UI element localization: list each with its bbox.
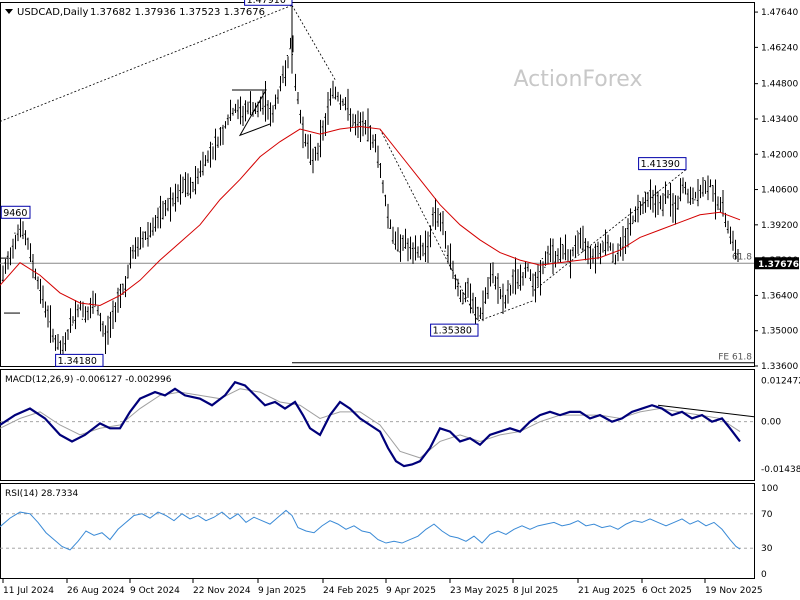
time-tick-label: 22 Nov 2024: [193, 586, 251, 596]
rsi-title: RSI(14) 28.7334: [5, 489, 78, 499]
price-label-box: [0, 205, 31, 219]
current-price-text: 1.37676: [758, 260, 799, 270]
price-tick-label: 1.42000: [761, 150, 798, 160]
price-tick-label: 1.33600: [761, 362, 798, 372]
macd-axis: 0.012472 0.00 -0.014389: [761, 377, 800, 475]
trend-line: [477, 300, 535, 322]
price-axis: 1.47640 1.46240 1.44800 1.43400 1.42000 1.406…: [754, 8, 798, 372]
chart-header: USDCAD,Daily 1.37682 1.37936 1.37523 1.3…: [5, 7, 265, 18]
time-tick-label: 9 Jan 2025: [258, 586, 306, 596]
level-label: 61.8: [732, 252, 752, 262]
rsi-tick-label: 0: [761, 570, 767, 580]
price-label-text: 1.47910: [247, 0, 286, 6]
macd-line: [0, 380, 741, 468]
price-layer: FE 61.8 61.8 1.47910 1.41390 1.35380 1.34180 9…: [0, 0, 799, 367]
time-tick-label: 9 Oct 2024: [130, 586, 180, 596]
price-tick-label: 1.47640: [761, 8, 798, 18]
time-tick-label: 23 May 2025: [450, 586, 509, 596]
moving-average-line: [0, 126, 741, 307]
price-label-text: 1.34180: [58, 356, 97, 367]
time-tick-label: 26 Aug 2024: [67, 586, 125, 596]
price-panel-frame: [0, 2, 755, 367]
rsi-panel-frame: [0, 483, 755, 579]
price-tick-label: 1.36400: [761, 291, 798, 301]
macd-trend-line: [657, 404, 755, 418]
macd-tick-label: -0.014389: [761, 465, 800, 475]
rsi-tick-label: 70: [761, 510, 773, 520]
price-label-box: [638, 157, 687, 171]
price-label-box: [55, 353, 104, 367]
rsi-axis: 100 70 30 0: [761, 484, 778, 580]
price-label-text: 1.41390: [641, 159, 680, 170]
macd-tick-label: 0.00: [761, 418, 781, 428]
price-label-box: [244, 0, 293, 6]
rsi-layer: [0, 509, 754, 551]
dropdown-triangle-icon: [5, 9, 13, 14]
rsi-line: [0, 509, 741, 551]
price-tick-label: 1.46240: [761, 43, 798, 53]
price-label-box: [430, 323, 479, 337]
rsi-tick-label: 100: [761, 484, 778, 494]
time-tick-label: 21 Aug 2025: [578, 586, 636, 596]
trend-line: [533, 169, 687, 291]
price-tick-label: 1.39200: [761, 221, 798, 231]
fe-level-label: FE 61.8: [718, 353, 752, 363]
macd-panel-frame: [0, 369, 755, 481]
time-tick-label: 9 Apr 2025: [386, 586, 436, 596]
watermark: ActionForex: [514, 67, 643, 92]
trend-line: [0, 4, 293, 122]
price-tick-label: 1.43400: [761, 115, 798, 125]
macd-tick-label: 0.012472: [761, 377, 800, 387]
time-tick-label: 11 Jul 2024: [3, 586, 54, 596]
time-tick-label: 6 Oct 2025: [642, 586, 692, 596]
price-bars: [1, 5, 739, 361]
current-price-tag: [755, 257, 799, 270]
time-tick-label: 24 Feb 2025: [323, 586, 379, 596]
time-axis: 11 Jul 2024 26 Aug 2024 9 Oct 2024 22 Nov 2…: [2, 579, 763, 596]
ohlc-values: 1.37682 1.37936 1.37523 1.37676: [90, 7, 265, 18]
trend-line: [291, 5, 337, 82]
price-label-text: 9460: [3, 208, 27, 219]
price-label-text: 1.35380: [433, 326, 472, 337]
macd-title: MACD(12,26,9) -0.006127 -0.002996: [5, 375, 172, 385]
rsi-tick-label: 30: [761, 544, 773, 554]
price-tick-label: 1.40600: [761, 186, 798, 196]
macd-layer: [0, 380, 755, 468]
time-tick-label: 19 Nov 2025: [705, 586, 763, 596]
price-tick-label: 1.44800: [761, 80, 798, 90]
symbol-label: USDCAD,Daily: [17, 7, 88, 18]
time-tick-label: 8 Jul 2025: [513, 586, 558, 596]
price-tick-label: 1.35000: [761, 327, 798, 337]
